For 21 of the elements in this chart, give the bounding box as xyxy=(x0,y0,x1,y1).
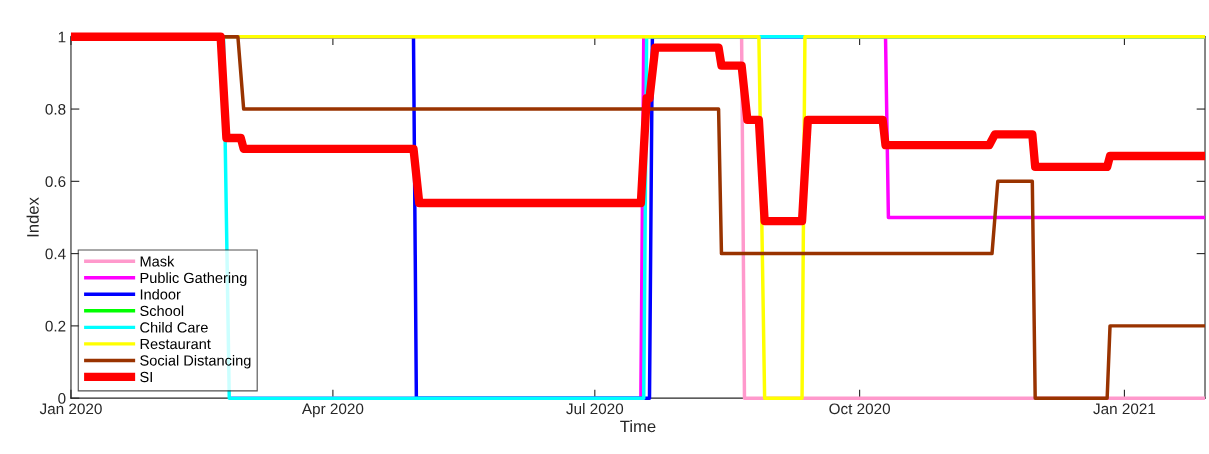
x-tick-label: Jan 2020 xyxy=(39,403,102,415)
legend-label: Social Distancing xyxy=(140,354,251,369)
legend-label: Restaurant xyxy=(140,338,211,350)
legend-label: Mask xyxy=(140,255,175,267)
y-tick-label: 0.6 xyxy=(45,176,66,188)
x-tick-label: Apr 2020 xyxy=(301,403,364,418)
y-tick-label: 0.8 xyxy=(45,103,66,115)
y-tick-label: 0 xyxy=(58,393,66,404)
x-tick-label: Jul 2020 xyxy=(566,403,624,415)
y-axis-title: Index xyxy=(26,197,39,237)
legend-label: SI xyxy=(140,371,152,383)
legend-label: Child Care xyxy=(140,321,208,333)
y-tick-label: 0.2 xyxy=(45,320,66,332)
x-tick-label: Jan 2021 xyxy=(1093,403,1156,415)
y-tick-label: 1 xyxy=(58,31,66,43)
legend-label: Public Gathering xyxy=(140,272,247,286)
x-axis-title: Time xyxy=(620,420,656,433)
y-tick-label: 0.4 xyxy=(45,248,66,260)
legend-label: Indoor xyxy=(140,288,181,300)
x-tick-label: Oct 2020 xyxy=(829,403,891,415)
legend-label: School xyxy=(140,305,184,317)
